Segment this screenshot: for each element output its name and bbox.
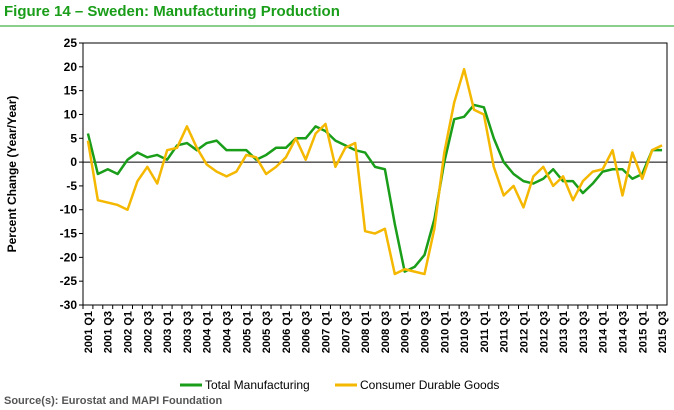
legend-label: Total Manufacturing — [205, 378, 310, 392]
y-tick-label: -10 — [60, 203, 78, 217]
y-tick-label: -30 — [60, 298, 78, 312]
x-tick-label: 2011 Q1 — [479, 311, 491, 353]
x-tick-label: 2003 Q3 — [182, 311, 194, 353]
y-tick-label: 0 — [70, 155, 77, 169]
x-tick-label: 2010 Q1 — [439, 311, 451, 353]
x-tick-label: 2009 Q1 — [400, 311, 412, 353]
x-tick-label: 2001 Q3 — [103, 311, 115, 353]
x-tick-label: 2006 Q1 — [281, 311, 293, 353]
x-tick-label: 2004 Q1 — [202, 311, 214, 353]
x-tick-label: 2008 Q3 — [380, 311, 392, 353]
x-tick-label: 2014 Q1 — [598, 311, 610, 353]
x-tick-label: 2011 Q3 — [499, 311, 511, 353]
x-tick-label: 2015 Q3 — [657, 311, 669, 353]
series-line — [86, 67, 663, 276]
y-tick-label: 20 — [64, 60, 78, 74]
x-tick-label: 2002 Q1 — [123, 311, 135, 353]
x-tick-label: 2004 Q3 — [222, 311, 234, 353]
x-tick-label: 2007 Q3 — [340, 311, 352, 353]
x-tick-label: 2007 Q1 — [321, 311, 333, 353]
x-tick-label: 2013 Q1 — [558, 311, 570, 353]
y-tick-label: 10 — [64, 107, 78, 121]
x-tick-label: 2012 Q3 — [538, 311, 550, 353]
y-tick-label: 15 — [64, 84, 78, 98]
y-tick-label: -15 — [60, 227, 78, 241]
x-tick-label: 2009 Q3 — [419, 311, 431, 353]
x-tick-label: 2003 Q1 — [162, 311, 174, 353]
x-tick-label: 2010 Q3 — [459, 311, 471, 353]
x-tick-label: 2005 Q1 — [241, 311, 253, 353]
y-tick-label: -25 — [60, 274, 78, 288]
x-tick-label: 2001 Q1 — [83, 311, 95, 353]
y-tick-label: 25 — [64, 36, 78, 50]
x-tick-label: 2005 Q3 — [261, 311, 273, 353]
x-tick-label: 2015 Q1 — [637, 311, 649, 353]
y-axis-label: Percent Change (Year/Year) — [5, 96, 19, 253]
x-tick-label: 2008 Q1 — [360, 311, 372, 353]
x-tick-label: 2014 Q3 — [617, 311, 629, 353]
x-tick-label: 2006 Q3 — [301, 311, 313, 353]
x-tick-label: 2012 Q1 — [518, 311, 530, 353]
y-tick-label: -20 — [60, 250, 78, 264]
chart-title: Figure 14 – Sweden: Manufacturing Produc… — [4, 3, 340, 20]
y-tick-label: -5 — [66, 179, 77, 193]
source: Source(s): Eurostat and MAPI Foundation — [4, 395, 222, 407]
legend-label: Consumer Durable Goods — [360, 378, 499, 392]
x-tick-label: 2002 Q3 — [142, 311, 154, 353]
y-tick-label: 5 — [70, 131, 77, 145]
x-tick-label: 2013 Q3 — [578, 311, 590, 353]
plot-frame — [82, 42, 668, 306]
